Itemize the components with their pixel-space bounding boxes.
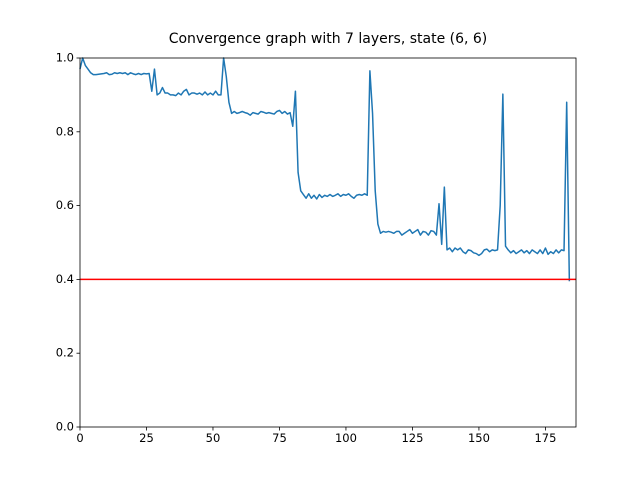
x-tick-label: 125 (401, 431, 423, 445)
x-tick-label: 50 (206, 431, 221, 445)
x-tick-label: 0 (76, 431, 83, 445)
data-line (79, 57, 571, 282)
chart-title: Convergence graph with 7 layers, state (… (169, 31, 488, 47)
y-tick-label: 0.2 (56, 346, 74, 360)
x-tick-label: 175 (534, 431, 556, 445)
y-tick-label: 0.6 (56, 198, 74, 212)
x-tick-label: 150 (468, 431, 490, 445)
y-tick-label: 1.0 (56, 51, 74, 65)
y-tick-label: 0.8 (56, 124, 74, 138)
x-tick-label: 75 (272, 431, 287, 445)
y-tick-label: 0.4 (56, 272, 74, 286)
y-tick-label: 0.0 (56, 420, 74, 434)
plot-frame (79, 57, 577, 428)
x-tick-label: 25 (139, 431, 154, 445)
x-tick-label: 100 (335, 431, 357, 445)
